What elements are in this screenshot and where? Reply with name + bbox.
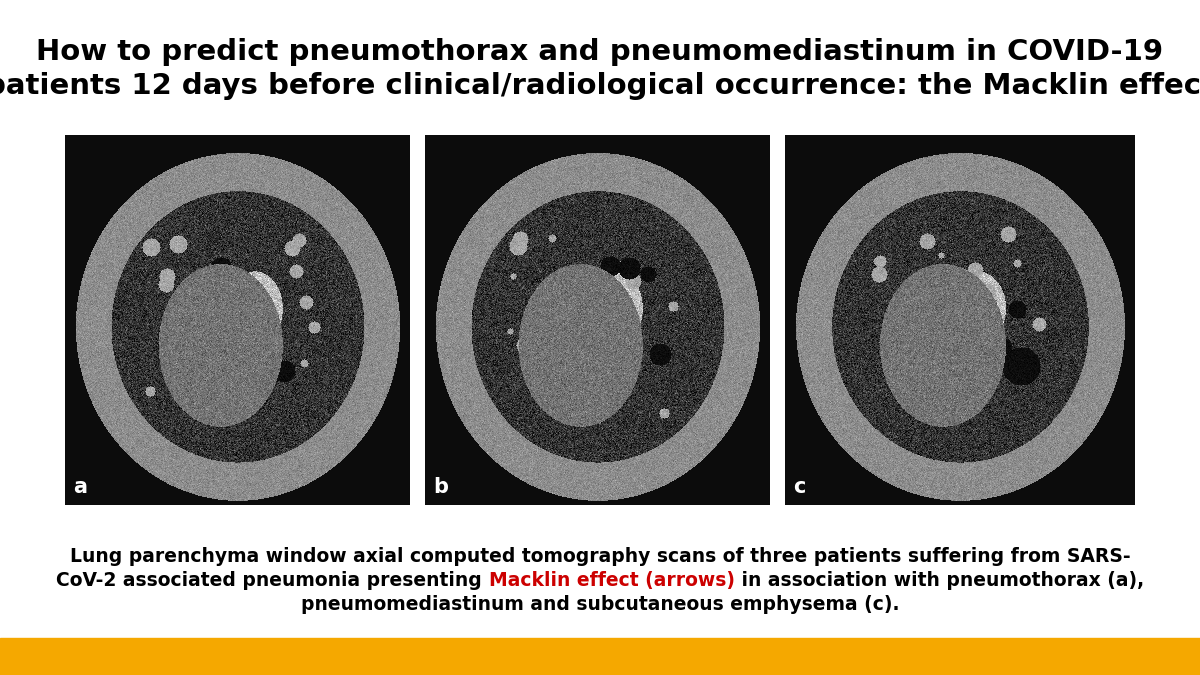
Text: patients 12 days before clinical/radiological occurrence: the Macklin effect: patients 12 days before clinical/radiolo… [0, 72, 1200, 100]
Text: pneumomediastinum and subcutaneous emphysema (c).: pneumomediastinum and subcutaneous emphy… [301, 595, 899, 614]
Text: How to predict pneumothorax and pneumomediastinum in COVID-19: How to predict pneumothorax and pneumome… [36, 38, 1164, 66]
Text: Lung parenchyma window axial computed tomography scans of three patients sufferi: Lung parenchyma window axial computed to… [70, 547, 1130, 566]
Text: c: c [793, 477, 805, 497]
Text: CoV-2 associated pneumonia presenting: CoV-2 associated pneumonia presenting [56, 571, 488, 590]
FancyArrowPatch shape [868, 311, 944, 352]
FancyArrowPatch shape [508, 321, 594, 346]
FancyArrowPatch shape [143, 316, 223, 340]
Text: a: a [73, 477, 88, 497]
Text: in association with pneumothorax (a),: in association with pneumothorax (a), [734, 571, 1144, 590]
Text: b: b [433, 477, 448, 497]
Text: Macklin effect (arrows): Macklin effect (arrows) [488, 571, 734, 590]
FancyArrowPatch shape [522, 256, 589, 294]
Bar [0, 638, 1200, 675]
